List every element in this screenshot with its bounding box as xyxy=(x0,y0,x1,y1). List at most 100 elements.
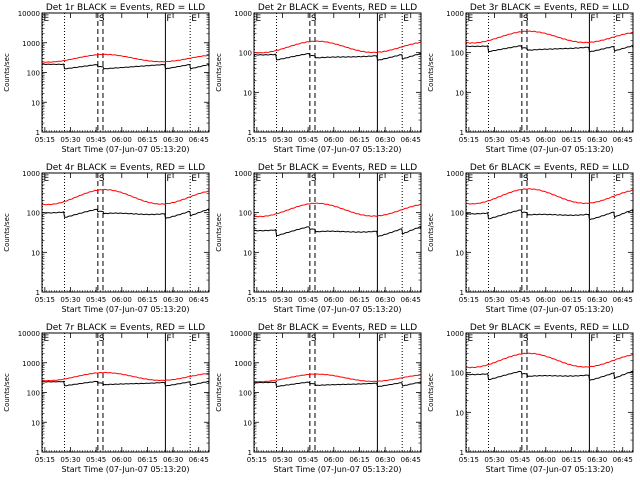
y-tick-label: 100 xyxy=(239,210,252,218)
event-marker-label: E xyxy=(467,334,473,344)
lld-series-line xyxy=(41,371,209,382)
x-tick-label: 06:45 xyxy=(189,136,209,144)
x-tick-label: 05:45 xyxy=(86,136,106,144)
x-tick-label: 06:30 xyxy=(375,456,395,464)
y-tick-label: 1 xyxy=(460,129,464,137)
event-marker-label: E xyxy=(43,14,49,24)
event-marker-label: F xyxy=(378,174,383,184)
x-tick-label: 06:15 xyxy=(561,456,581,464)
y-tick-label: 1000 xyxy=(22,170,40,178)
events-series-line xyxy=(253,381,422,388)
event-marker-label: F xyxy=(590,174,595,184)
event-marker-label: E xyxy=(403,14,409,24)
x-tick-label: 06:30 xyxy=(163,136,183,144)
x-axis-label: Start Time (07-Jun-07 05:13:20) xyxy=(486,305,614,314)
x-axis-label: Start Time (07-Jun-07 05:13:20) xyxy=(62,145,190,154)
event-marker-label: E xyxy=(615,334,621,344)
x-tick-label: 06:15 xyxy=(561,136,581,144)
x-tick-label: 06:00 xyxy=(324,136,344,144)
y-tick-label: 1 xyxy=(460,289,464,297)
panel-title: Det 3r BLACK = Events, RED = LLD xyxy=(470,3,629,13)
event-marker-label: E xyxy=(467,174,473,184)
y-tick-label: 10 xyxy=(243,89,252,97)
events-series-line xyxy=(253,52,422,62)
x-tick-label: 06:15 xyxy=(137,456,157,464)
y-tick-label: 10 xyxy=(31,419,40,427)
lld-series-line xyxy=(465,30,633,44)
x-tick-label: 06:45 xyxy=(189,296,209,304)
plot-frame xyxy=(465,172,634,293)
events-series-line xyxy=(41,208,210,220)
x-tick-label: 05:15 xyxy=(35,136,55,144)
y-tick-label: 100 xyxy=(451,50,464,58)
x-axis-label: Start Time (07-Jun-07 05:13:20) xyxy=(486,465,614,474)
x-tick-label: 05:15 xyxy=(35,456,55,464)
panel-title: Det 1r BLACK = Events, RED = LLD xyxy=(46,3,205,13)
x-tick-label: 06:15 xyxy=(349,456,369,464)
x-tick-label: 06:15 xyxy=(349,296,369,304)
y-tick-label: 10 xyxy=(31,249,40,257)
y-axis-label: Counts/sec xyxy=(215,213,223,252)
x-axis-label: Start Time (07-Jun-07 05:13:20) xyxy=(274,145,402,154)
x-tick-label: 05:30 xyxy=(60,456,80,464)
x-tick-label: 06:00 xyxy=(112,136,132,144)
events-series-line xyxy=(465,209,634,221)
y-tick-label: 10000 xyxy=(18,330,40,338)
event-marker-label: S xyxy=(99,14,105,24)
event-marker-label: S xyxy=(311,334,317,344)
x-tick-label: 06:15 xyxy=(137,296,157,304)
y-tick-label: 100 xyxy=(239,50,252,58)
event-marker-label: E xyxy=(191,334,197,344)
x-axis-label: Start Time (07-Jun-07 05:13:20) xyxy=(274,305,402,314)
lld-series-line xyxy=(41,188,209,206)
y-tick-label: 1000 xyxy=(446,330,464,338)
x-tick-label: 06:45 xyxy=(613,296,633,304)
event-marker-label: S xyxy=(311,174,317,184)
x-tick-label: 05:15 xyxy=(247,296,267,304)
detector-panel-1: Det 1r BLACK = Events, RED = LLD Counts/s… xyxy=(3,3,210,154)
x-tick-label: 06:45 xyxy=(613,136,633,144)
event-marker-label: E xyxy=(467,14,473,24)
y-tick-label: 1000 xyxy=(22,40,40,48)
events-series-line xyxy=(465,370,634,382)
x-tick-label: 06:45 xyxy=(189,456,209,464)
x-tick-label: 05:30 xyxy=(484,136,504,144)
panel-title: Det 9r BLACK = Events, RED = LLD xyxy=(470,323,629,333)
y-axis-label: Counts/sec xyxy=(427,213,435,252)
event-marker-label: E xyxy=(191,174,197,184)
x-tick-label: 05:45 xyxy=(510,296,530,304)
detector-panel-7: Det 7r BLACK = Events, RED = LLD Counts/s… xyxy=(3,323,210,474)
y-tick-label: 10 xyxy=(455,249,464,257)
x-tick-label: 06:30 xyxy=(587,296,607,304)
y-tick-label: 1000 xyxy=(234,360,252,368)
y-tick-label: 1 xyxy=(248,129,252,137)
plot-frame xyxy=(253,172,422,293)
x-tick-label: 05:45 xyxy=(510,456,530,464)
x-tick-label: 05:15 xyxy=(459,296,479,304)
events-series-line xyxy=(465,44,634,53)
event-marker-label: E xyxy=(403,174,409,184)
x-tick-label: 06:45 xyxy=(401,296,421,304)
y-tick-label: 10 xyxy=(243,249,252,257)
y-tick-label: 100 xyxy=(27,210,40,218)
y-tick-label: 1000 xyxy=(446,10,464,18)
x-tick-label: 06:45 xyxy=(613,456,633,464)
y-tick-label: 100 xyxy=(451,210,464,218)
y-tick-label: 10 xyxy=(455,409,464,417)
y-tick-label: 1 xyxy=(36,129,40,137)
x-tick-label: 05:45 xyxy=(298,456,318,464)
x-tick-label: 05:45 xyxy=(86,296,106,304)
x-tick-label: 05:15 xyxy=(459,456,479,464)
event-marker-label: E xyxy=(191,14,197,24)
x-tick-label: 05:30 xyxy=(272,456,292,464)
events-series-line xyxy=(253,226,422,238)
event-marker-label: S xyxy=(523,174,529,184)
detector-panel-3: Det 3r BLACK = Events, RED = LLD Counts/s… xyxy=(427,3,634,154)
events-series-line xyxy=(41,63,210,70)
x-tick-label: 06:30 xyxy=(587,456,607,464)
lld-series-line xyxy=(465,188,634,205)
detector-panel-5: Det 5r BLACK = Events, RED = LLD Counts/s… xyxy=(215,163,422,314)
lld-series-line xyxy=(253,40,422,54)
lld-series-line xyxy=(253,373,422,383)
event-marker-label: E xyxy=(615,14,621,24)
